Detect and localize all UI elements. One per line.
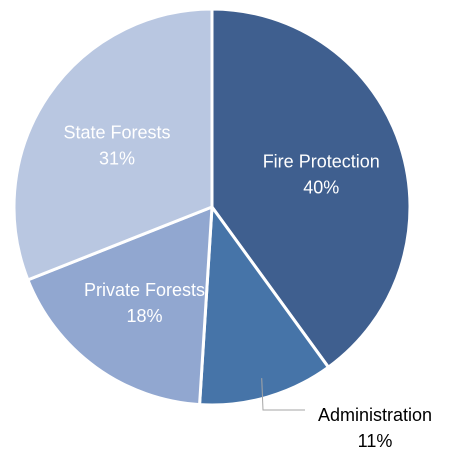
pie-slice-fire-protection <box>210 7 412 369</box>
slice-value-administration: 11% <box>358 431 393 451</box>
pie-slice-administration <box>198 205 330 407</box>
slice-value-private-forests: 18% <box>126 306 162 326</box>
pie-slice-state-forests <box>12 7 214 282</box>
slice-label-fire-protection: Fire Protection <box>263 152 380 172</box>
slice-label-private-forests: Private Forests <box>84 280 205 300</box>
pie-slices <box>12 7 412 407</box>
pie-slice-private-forests <box>26 205 214 407</box>
slice-value-state-forests: 31% <box>99 148 135 168</box>
slice-label-state-forests: State Forests <box>63 122 170 142</box>
slice-label-administration: Administration <box>318 405 432 425</box>
slice-value-fire-protection: 40% <box>303 178 339 198</box>
pie-labels: Fire Protection 40% Administration 11% Priva… <box>63 122 432 451</box>
leader-line-administration <box>261 378 305 411</box>
